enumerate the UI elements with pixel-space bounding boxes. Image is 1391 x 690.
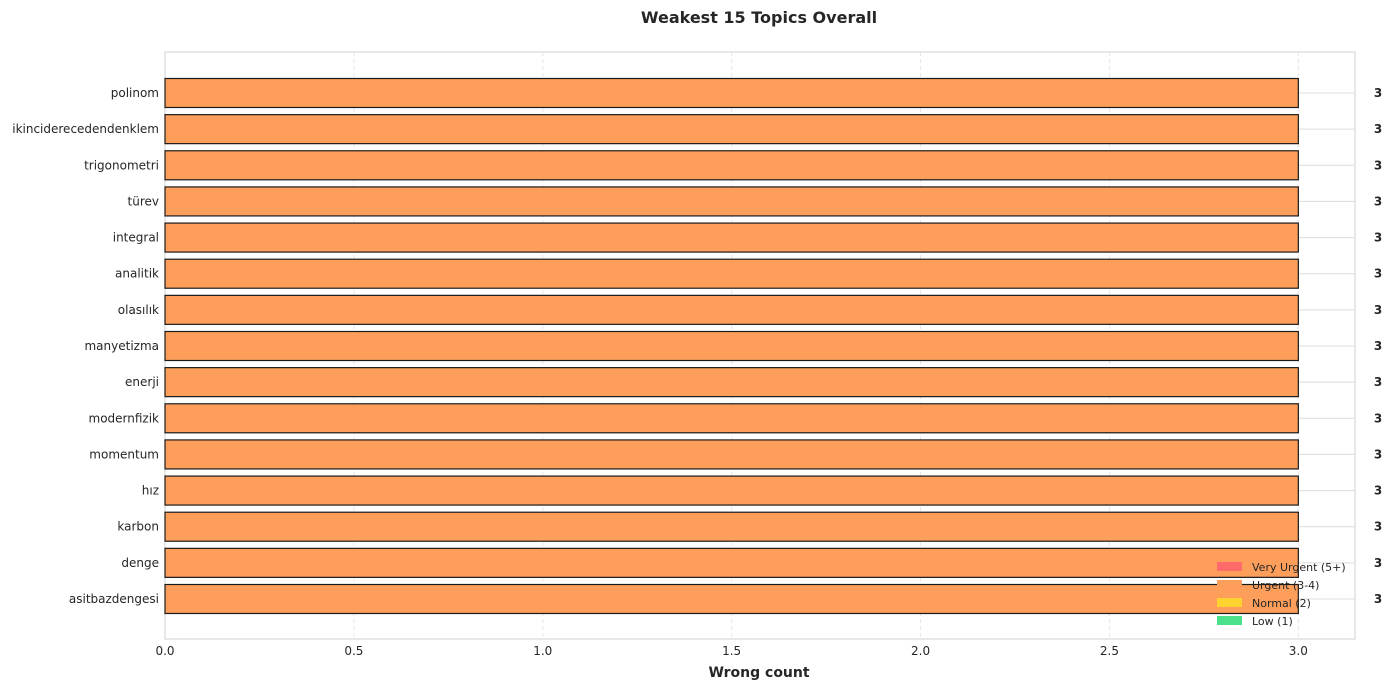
value-label: 3 <box>1374 231 1382 245</box>
bar <box>164 294 1299 325</box>
legend-label: Normal (2) <box>1252 597 1311 610</box>
category-labels: polinom ikinciderecedendenklem trigonometr… <box>12 86 159 606</box>
chart-title: Weakest 15 Topics Overall <box>641 8 877 27</box>
x-tick-label: 0.5 <box>344 644 363 658</box>
bar <box>164 186 1299 217</box>
category-label: manyetizma <box>84 339 159 353</box>
category-label: modernfizik <box>89 411 160 425</box>
category-label: momentum <box>89 447 159 461</box>
bar <box>164 330 1299 362</box>
category-label: enerji <box>125 375 159 389</box>
category-label: ikinciderecedendenklem <box>12 122 159 136</box>
value-label: 3 <box>1374 267 1382 281</box>
bar <box>164 77 1299 109</box>
legend-label: Urgent (3-4) <box>1252 579 1319 592</box>
legend-label: Low (1) <box>1252 615 1293 628</box>
legend-swatch <box>1217 598 1242 607</box>
x-tick-label: 2.5 <box>1100 644 1119 658</box>
bar <box>164 403 1299 434</box>
bar <box>164 114 1299 145</box>
x-tick-label: 2.0 <box>911 644 930 658</box>
bar <box>164 367 1299 398</box>
value-label: 3 <box>1374 303 1382 317</box>
bars <box>164 77 1299 615</box>
x-tick-label: 1.0 <box>533 644 552 658</box>
category-label: integral <box>113 231 159 245</box>
value-label: 3 <box>1374 86 1382 100</box>
value-label: 3 <box>1374 556 1382 570</box>
category-label: olasılık <box>118 303 159 317</box>
value-label: 3 <box>1374 592 1382 606</box>
bar <box>164 222 1299 253</box>
legend: Very Urgent (5+) Urgent (3-4) Normal (2) Lo… <box>1217 561 1346 628</box>
category-label: trigonometri <box>84 158 159 172</box>
category-label: analitik <box>115 267 159 281</box>
x-axis-label: Wrong count <box>708 665 809 681</box>
bar <box>164 547 1299 578</box>
bar <box>164 511 1299 542</box>
value-label: 3 <box>1374 339 1382 353</box>
x-tick-label: 1.5 <box>722 644 741 658</box>
category-label: polinom <box>111 86 159 100</box>
legend-swatch <box>1217 562 1242 571</box>
category-label: asitbazdengesi <box>69 592 159 606</box>
value-label: 3 <box>1374 411 1382 425</box>
legend-label: Very Urgent (5+) <box>1252 561 1346 574</box>
bar <box>164 475 1299 506</box>
x-tick-label: 0.0 <box>155 644 174 658</box>
legend-swatch <box>1217 616 1242 625</box>
bar <box>164 258 1299 289</box>
value-labels: 3 3 3 3 3 3 3 3 3 3 3 3 3 3 3 <box>1374 86 1382 606</box>
bar <box>164 439 1299 470</box>
bar <box>164 583 1299 615</box>
bar <box>164 150 1299 181</box>
x-tick-label: 3.0 <box>1289 644 1308 658</box>
category-label: hız <box>142 484 159 498</box>
value-label: 3 <box>1374 520 1382 534</box>
value-label: 3 <box>1374 375 1382 389</box>
category-label: denge <box>121 556 159 570</box>
value-label: 3 <box>1374 122 1382 136</box>
value-label: 3 <box>1374 158 1382 172</box>
value-label: 3 <box>1374 484 1382 498</box>
value-label: 3 <box>1374 194 1382 208</box>
category-label: türev <box>128 194 159 208</box>
value-label: 3 <box>1374 447 1382 461</box>
category-label: karbon <box>117 520 159 534</box>
x-tick-labels: 0.0 0.5 1.0 1.5 2.0 2.5 3.0 <box>155 644 1307 658</box>
legend-swatch <box>1217 580 1242 589</box>
